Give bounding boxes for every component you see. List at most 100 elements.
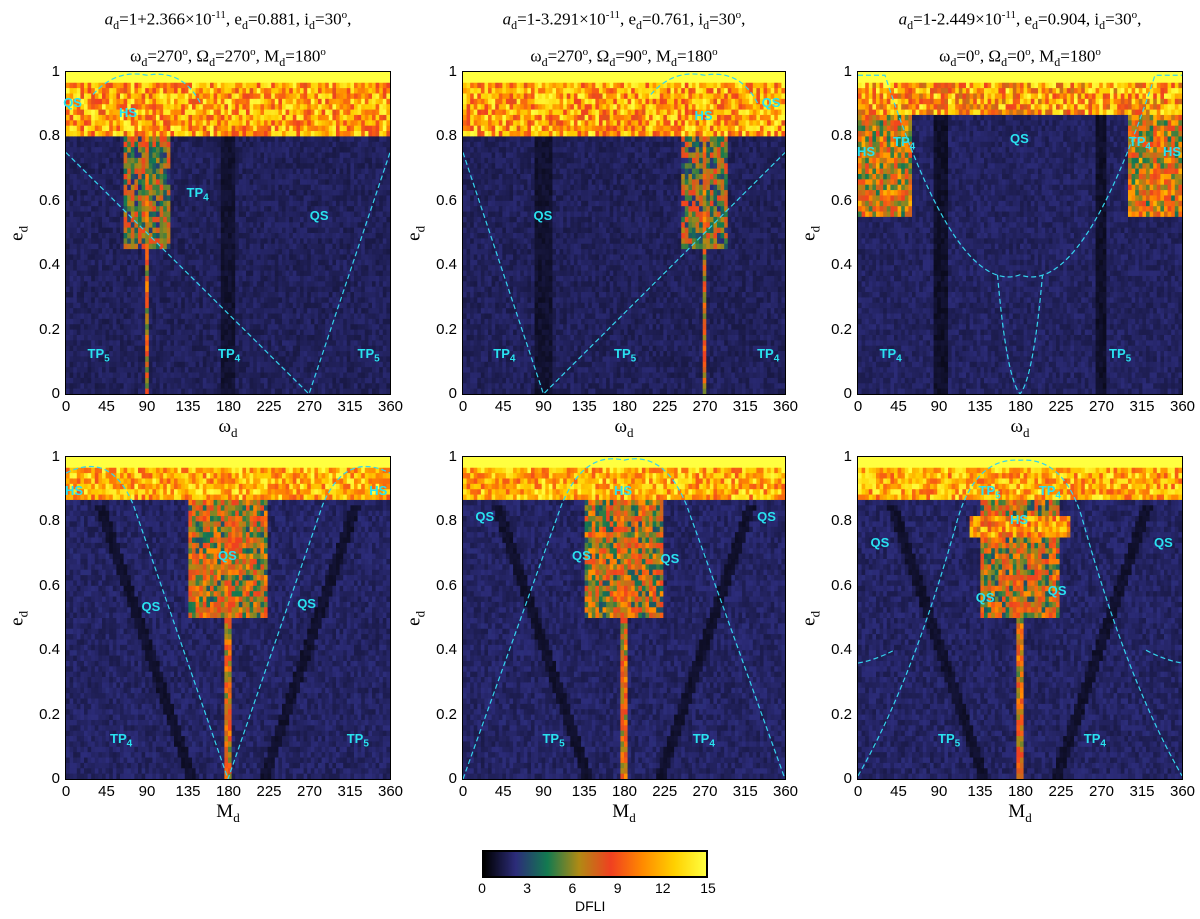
heatmap-cell (116, 131, 121, 137)
heatmap-cell (278, 200, 283, 207)
heatmap-cell (195, 98, 200, 105)
heatmap-cell (174, 152, 178, 159)
heatmap-cell (69, 292, 74, 298)
heatmap-cell (116, 104, 121, 110)
heatmap-cell (238, 82, 243, 89)
heatmap-cell (332, 334, 337, 341)
heatmap-cell (249, 265, 254, 271)
heatmap-cell (184, 72, 189, 78)
heatmap-cell (166, 195, 171, 202)
heatmap-cell (199, 72, 204, 78)
heatmap-cell (267, 233, 272, 239)
heatmap-cell (343, 136, 348, 143)
heatmap-cell (116, 190, 121, 196)
heatmap-cell (267, 88, 272, 94)
heatmap-cell (271, 211, 276, 218)
heatmap-cell (170, 211, 175, 218)
heatmap-cell (318, 302, 322, 309)
heatmap-cell (364, 114, 369, 121)
heatmap-cell (289, 227, 294, 234)
heatmap-cell (321, 356, 326, 363)
heatmap-cell (66, 184, 70, 191)
heatmap-cell (314, 222, 319, 229)
heatmap-cell (325, 238, 330, 245)
heatmap-cell (145, 367, 150, 373)
heatmap-cell (159, 200, 164, 207)
heatmap-cell (217, 114, 222, 121)
heatmap-cell (321, 265, 326, 271)
heatmap-cell (192, 98, 196, 105)
heatmap-cell (127, 345, 132, 352)
heatmap-cell (271, 297, 276, 304)
heatmap-cell (328, 302, 333, 309)
heatmap-cell (84, 308, 88, 314)
heatmap-cell (271, 329, 276, 336)
heatmap-cell (253, 265, 258, 271)
heatmap-cell (109, 131, 114, 137)
heatmap-cell (159, 249, 164, 255)
heatmap-cell (336, 190, 340, 196)
heatmap-cell (310, 340, 315, 347)
heatmap-cell (166, 184, 171, 191)
heatmap-cell (112, 383, 117, 390)
heatmap-cell (292, 216, 297, 223)
heatmap-cell (231, 125, 236, 132)
heatmap-cell (314, 141, 319, 148)
heatmap-cell (228, 211, 232, 218)
heatmap-cell (343, 324, 348, 330)
heatmap-cell (159, 88, 164, 94)
heatmap-cell (174, 77, 178, 84)
heatmap-cell (66, 334, 70, 341)
heatmap-cell (213, 136, 218, 143)
heatmap-cell (303, 275, 308, 282)
heatmap-cell (73, 302, 78, 309)
heatmap-cell (109, 136, 114, 143)
heatmap-cell (307, 351, 312, 357)
heatmap-cell (177, 383, 182, 390)
heatmap-cell (336, 383, 340, 390)
heatmap-cell (80, 136, 85, 143)
heatmap-cell (84, 163, 88, 169)
heatmap-cell (170, 195, 175, 202)
heatmap-cell (87, 292, 92, 298)
heatmap-cell (156, 297, 160, 304)
heatmap-cell (156, 72, 160, 78)
heatmap-cell (66, 88, 70, 94)
heatmap-cell (127, 222, 132, 229)
heatmap-cell (303, 98, 308, 105)
heatmap-cell (343, 249, 348, 255)
heatmap-cell (156, 157, 160, 164)
heatmap-cell (73, 120, 78, 127)
heatmap-cell (256, 147, 261, 153)
heatmap-cell (91, 195, 96, 202)
heatmap-cell (314, 216, 319, 223)
heatmap-cell (289, 292, 294, 298)
heatmap-cell (66, 98, 70, 105)
heatmap-cell (152, 173, 157, 180)
heatmap-cell (94, 238, 99, 245)
heatmap-cell (314, 334, 319, 341)
heatmap-cell (253, 211, 258, 218)
heatmap-cell (195, 233, 200, 239)
heatmap-cell (231, 93, 236, 100)
heatmap-cell (159, 324, 164, 330)
heatmap-cell (202, 249, 207, 255)
heatmap-cell (120, 383, 124, 390)
heatmap-cell (292, 200, 297, 207)
heatmap-cell (260, 275, 265, 282)
heatmap-cell (249, 82, 254, 89)
heatmap-cell (210, 227, 214, 234)
heatmap-cell (220, 238, 225, 245)
heatmap-cell (271, 313, 276, 320)
heatmap-cell (350, 329, 355, 336)
heatmap-cell (325, 292, 330, 298)
heatmap-cell (152, 254, 157, 261)
heatmap-cell (260, 136, 265, 143)
heatmap-cell (120, 195, 124, 202)
heatmap-cell (105, 292, 110, 298)
heatmap-cell (202, 259, 207, 266)
heatmap-cell (94, 275, 99, 282)
heatmap-cell (145, 249, 150, 255)
heatmap-cell (235, 72, 240, 78)
heatmap-cell (213, 120, 218, 127)
